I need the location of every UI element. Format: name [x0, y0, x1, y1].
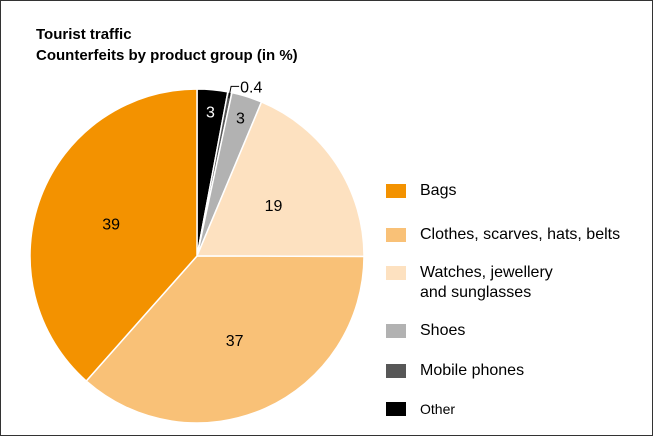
- legend-swatch-mobile-phones: [386, 364, 406, 378]
- pie-slice-clothes-scarves-hats-belts: [85, 255, 365, 424]
- legend-label-shoes: Shoes: [420, 322, 466, 339]
- leader-line-mobile-phones: [228, 85, 240, 99]
- legend-label-clothes-scarves-hats-belts: Clothes, scarves, hats, belts: [420, 226, 621, 243]
- legend-swatch-shoes: [386, 324, 406, 338]
- legend-swatch-other: [386, 402, 406, 416]
- pie-slice-watches-jewellery-and-sunglasses: [195, 100, 365, 258]
- legend-label-bags: Bags: [420, 182, 457, 199]
- legend-label-watches-jewellery-and-sunglasses: Watches, jewellery and sunglasses: [420, 264, 553, 301]
- legend-swatch-bags: [386, 184, 406, 198]
- data-label-bags: 39: [102, 216, 120, 233]
- legend-label-other: Other: [420, 401, 456, 417]
- pie-slice-bags: [29, 88, 198, 383]
- chart-title: Tourist traffic: [36, 26, 132, 43]
- legend-swatch-watches-jewellery-and-sunglasses: [386, 266, 406, 280]
- legend-label-mobile-phones: Mobile phones: [420, 362, 525, 379]
- data-label-shoes: 3: [236, 110, 245, 127]
- data-label-clothes-scarves-hats-belts: 37: [226, 333, 244, 350]
- data-label-mobile-phones: 0.4: [240, 79, 262, 96]
- legend-swatch-clothes-scarves-hats-belts: [386, 228, 406, 242]
- data-label-other: 3: [206, 104, 215, 121]
- data-label-watches-jewellery-and-sunglasses: 19: [265, 198, 283, 215]
- chart-subtitle: Counterfeits by product group (in %): [36, 47, 298, 64]
